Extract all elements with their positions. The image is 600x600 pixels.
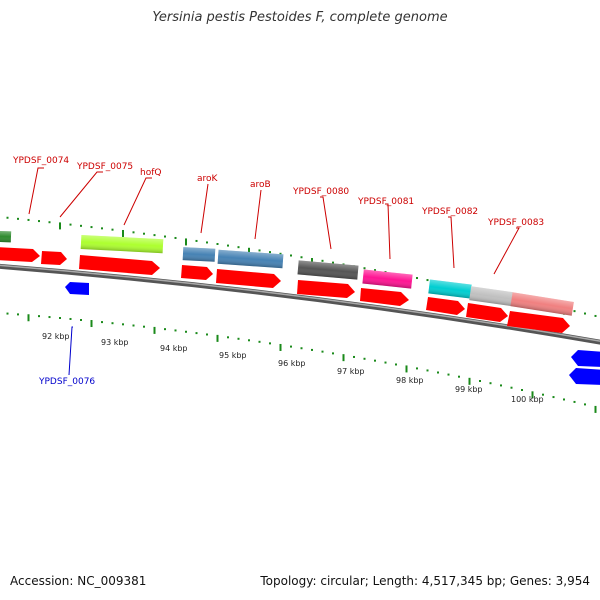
kbp-label: 100 kbp (511, 395, 544, 404)
leader-ypdsf-0074 (28, 167, 44, 215)
minus-strand-genes (65, 282, 600, 385)
kbp-label: 96 kbp (278, 359, 306, 368)
cds-arrow[interactable] (79, 255, 160, 275)
leader-ypdsf-0083 (493, 227, 520, 275)
cds-arrow[interactable] (181, 265, 213, 280)
leader-ypdsf-0080 (320, 196, 332, 250)
kbp-label: 97 kbp (337, 367, 365, 376)
leader-ypdsf-0081 (385, 203, 391, 260)
label-hofq[interactable]: hofQ (140, 168, 161, 178)
inner-tick-ring (6, 312, 597, 413)
kbp-label: 93 kbp (101, 338, 129, 347)
kbp-label: 92 kbp (42, 332, 70, 341)
cds-arrow[interactable] (0, 247, 40, 262)
genome-stats-text: Topology: circular; Length: 4,517,345 bp… (260, 574, 590, 588)
cds-arrow[interactable] (216, 269, 281, 288)
gene-labels: YPDSF_0074 YPDSF_0075 hofQ aroK aroB YPD… (12, 156, 544, 387)
label-ypdsf-0080[interactable]: YPDSF_0080 (292, 187, 349, 197)
genome-backbone (0, 263, 600, 345)
leader-ypdsf-0076 (68, 326, 73, 376)
minus-gene[interactable] (571, 350, 600, 367)
label-ypdsf-0083[interactable]: YPDSF_0083 (487, 218, 544, 228)
genome-backbone-highlight (0, 264, 600, 342)
leader-arok (200, 183, 209, 234)
kbp-label: 98 kbp (396, 376, 424, 385)
cds-arrows (0, 247, 570, 333)
label-ypdsf-0074[interactable]: YPDSF_0074 (12, 156, 69, 166)
label-ypdsf-0075[interactable]: YPDSF_0075 (76, 162, 133, 172)
kbp-labels: 92 kbp 93 kbp 94 kbp 95 kbp 96 kbp 97 kb… (42, 332, 544, 404)
label-ypdsf-0081[interactable]: YPDSF_0081 (357, 197, 414, 207)
leader-ypdsf-0075 (59, 171, 103, 218)
label-ypdsf-0082[interactable]: YPDSF_0082 (421, 207, 478, 217)
cds-arrow[interactable] (360, 288, 409, 306)
kbp-label: 99 kbp (455, 385, 483, 394)
leader-hofq (123, 177, 152, 226)
map-title: Yersinia pestis Pestoides F, complete ge… (152, 10, 448, 25)
accession-text: Accession: NC_009381 (10, 574, 147, 588)
label-arob[interactable]: aroB (250, 180, 271, 190)
kbp-label: 95 kbp (219, 351, 247, 360)
minus-gene[interactable] (569, 368, 600, 385)
leader-ypdsf-0082 (448, 216, 455, 269)
label-leaders (28, 167, 520, 275)
label-arok[interactable]: aroK (197, 174, 219, 184)
label-ypdsf-0076[interactable]: YPDSF_0076 (38, 377, 95, 387)
cds-arrow[interactable] (466, 303, 508, 322)
gene-boxes (0, 230, 574, 316)
cds-arrow[interactable] (507, 311, 570, 333)
cds-arrow[interactable] (41, 251, 67, 265)
minus-gene-ypdsf-0076[interactable] (65, 282, 89, 295)
leader-arob (254, 189, 262, 240)
cds-arrow[interactable] (426, 297, 465, 315)
kbp-label: 94 kbp (160, 344, 188, 353)
cds-arrow[interactable] (297, 280, 355, 298)
